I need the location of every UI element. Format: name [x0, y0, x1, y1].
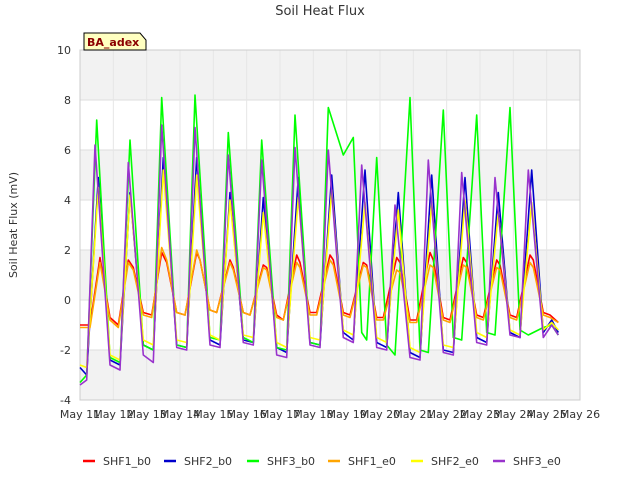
x-tick-label: May 16: [227, 408, 267, 421]
y-tick-label: 0: [64, 294, 71, 307]
x-tick-label: May 26: [560, 408, 600, 421]
x-tick-label: May 21: [393, 408, 433, 421]
x-tick-label: May 13: [127, 408, 167, 421]
y-tick-label: -2: [60, 344, 71, 357]
legend-label: SHF2_e0: [431, 455, 479, 468]
y-tick-label: -4: [60, 394, 71, 407]
x-tick-label: May 22: [427, 408, 467, 421]
y-axis-label: Soil Heat Flux (mV): [7, 172, 20, 278]
legend-label: SHF3_b0: [267, 455, 315, 468]
plot-band: [80, 350, 580, 400]
y-tick-label: 6: [64, 144, 71, 157]
legend-label: SHF3_e0: [513, 455, 561, 468]
legend-label: SHF1_e0: [348, 455, 396, 468]
x-tick-label: May 25: [527, 408, 567, 421]
x-tick-label: May 24: [493, 408, 533, 421]
plot-band: [80, 50, 580, 100]
y-tick-label: 8: [64, 94, 71, 107]
x-tick-label: May 20: [360, 408, 400, 421]
legend-label: SHF2_b0: [184, 455, 232, 468]
x-tick-label: May 23: [460, 408, 500, 421]
plot-background: [80, 50, 580, 400]
plot-band: [80, 100, 580, 150]
plot-frame: [79, 49, 581, 401]
station-badge-box: [83, 32, 147, 51]
x-tick-label: May 17: [260, 408, 300, 421]
legend: SHF1_b0 SHF2_b0 SHF3_b0 SHF1_e0 SHF2_e0 SHF3_…: [83, 455, 561, 468]
x-tick-label: May 14: [160, 408, 200, 421]
series-line-SHF3_e0: [79, 124, 559, 386]
x-tick-label: May 19: [327, 408, 367, 421]
legend-label: SHF1_b0: [103, 455, 151, 468]
station-badge: BA_adex: [83, 32, 147, 51]
station-badge-text: BA_adex: [87, 36, 139, 49]
series-lines: [79, 94, 560, 386]
chart-title: Soil Heat Flux: [275, 4, 365, 19]
x-tick-label: May 12: [93, 408, 133, 421]
y-tick-label: 10: [57, 44, 71, 57]
x-tick-label: May 11: [60, 408, 100, 421]
y-tick-label: 4: [64, 194, 71, 207]
x-tick-label: May 15: [193, 408, 233, 421]
y-axis-ticks: -4 -2 0 2 4 6 8 10: [57, 44, 71, 407]
y-tick-label: 2: [64, 244, 71, 257]
x-tick-label: May 18: [293, 408, 333, 421]
